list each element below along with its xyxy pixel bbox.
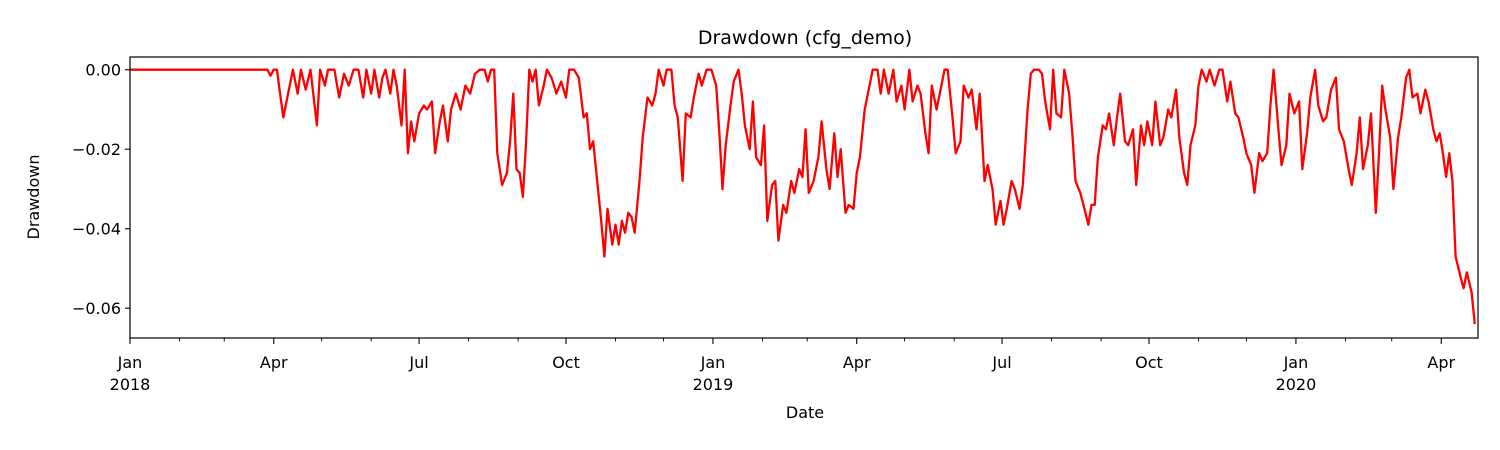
x-tick-year-label: 2019 bbox=[693, 375, 734, 394]
y-axis-title: Drawdown bbox=[24, 155, 43, 240]
x-axis-title: Date bbox=[786, 403, 824, 422]
x-tick-year-label: 2020 bbox=[1276, 375, 1317, 394]
x-tick-label: Oct bbox=[552, 353, 580, 372]
y-tick-label: −0.06 bbox=[72, 299, 121, 318]
x-tick-label: Jan bbox=[117, 353, 143, 372]
x-tick-label: Apr bbox=[843, 353, 871, 372]
chart-title: Drawdown (cfg_demo) bbox=[698, 27, 912, 49]
drawdown-series-line bbox=[130, 68, 1476, 325]
x-tick-label: Jul bbox=[408, 353, 428, 372]
x-tick-label: Apr bbox=[260, 353, 288, 372]
x-tick-label: Oct bbox=[1135, 353, 1163, 372]
x-tick-label: Jan bbox=[700, 353, 726, 372]
y-axis: 0.00 −0.02 −0.04 −0.06 bbox=[72, 61, 130, 318]
x-axis: Jan 2018 Apr Jul Oct Jan 2019 Apr Jul Oct Jan 2020 A… bbox=[110, 338, 1456, 394]
y-tick-label: 0.00 bbox=[85, 61, 121, 80]
plot-area bbox=[129, 56, 1479, 339]
x-tick-year-label: 2018 bbox=[110, 375, 151, 394]
x-tick-label: Jan bbox=[1283, 353, 1309, 372]
y-tick-label: −0.04 bbox=[72, 220, 121, 239]
x-tick-label: Apr bbox=[1427, 353, 1455, 372]
plot-frame bbox=[129, 56, 1479, 339]
x-tick-label: Jul bbox=[991, 353, 1011, 372]
y-tick-label: −0.02 bbox=[72, 140, 121, 159]
